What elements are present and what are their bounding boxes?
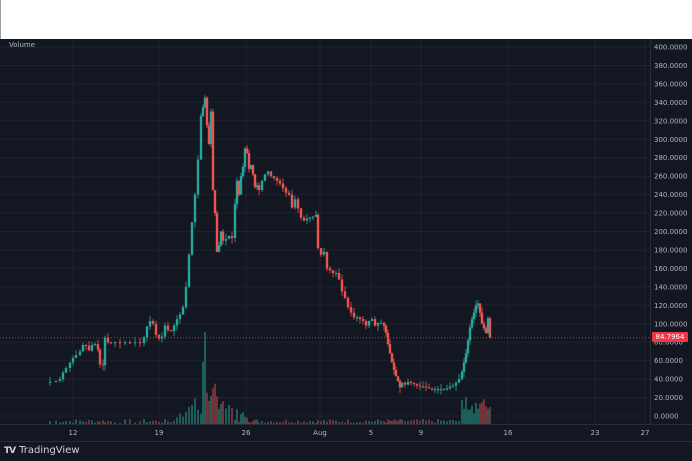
tradingview-brand[interactable]: TV TradingView: [4, 445, 80, 456]
x-axis-tick: 9: [419, 429, 423, 437]
last-price-tag: 84.7964: [652, 332, 688, 342]
x-axis-tick: 26: [242, 429, 251, 437]
x-axis-tick: 5: [369, 429, 373, 437]
volume-legend: Volume: [9, 41, 36, 49]
y-axis-tick: 80.0000: [654, 339, 683, 347]
x-axis-tick: 19: [155, 429, 164, 437]
x-axis-tick: 16: [504, 429, 513, 437]
y-axis-tick: 320.0000: [654, 117, 687, 125]
x-axis-tick: Aug: [313, 429, 327, 437]
y-axis-tick: 120.0000: [654, 302, 687, 310]
y-axis-tick: 180.0000: [654, 246, 687, 254]
y-axis-tick: 160.0000: [654, 265, 687, 273]
price-chart[interactable]: 400.0000 380.0000 360.0000 340.0000 320.0000…: [0, 39, 692, 461]
y-axis-tick: 300.0000: [654, 136, 687, 144]
brand-name: TradingView: [19, 445, 80, 456]
tradingview-logo-icon: TV: [4, 445, 16, 456]
y-axis-tick: 40.0000: [654, 376, 683, 384]
y-axis-tick: 280.0000: [654, 154, 687, 162]
y-axis-tick: 20.0000: [654, 394, 683, 402]
y-axis-tick: 260.0000: [654, 173, 687, 181]
y-axis-tick: 220.0000: [654, 210, 687, 218]
x-axis-tick: 27: [641, 429, 650, 437]
y-axis-tick: 60.0000: [654, 357, 683, 365]
chart-container[interactable]: 400.0000 380.0000 360.0000 340.0000 320.0000…: [0, 39, 692, 461]
y-axis-tick: 380.0000: [654, 62, 687, 70]
y-axis-tick: 240.0000: [654, 191, 687, 199]
y-axis-tick: 100.0000: [654, 320, 687, 328]
y-axis-tick: 340.0000: [654, 99, 687, 107]
x-axis-tick: 23: [591, 429, 600, 437]
y-axis-tick: 360.0000: [654, 80, 687, 88]
y-axis-tick: 0.0000: [654, 413, 679, 421]
y-axis-tick: 200.0000: [654, 228, 687, 236]
y-axis-tick: 140.0000: [654, 283, 687, 291]
toolbar-area: [0, 0, 692, 39]
x-axis-tick: 12: [69, 429, 78, 437]
y-axis-tick: 400.0000: [654, 44, 687, 52]
